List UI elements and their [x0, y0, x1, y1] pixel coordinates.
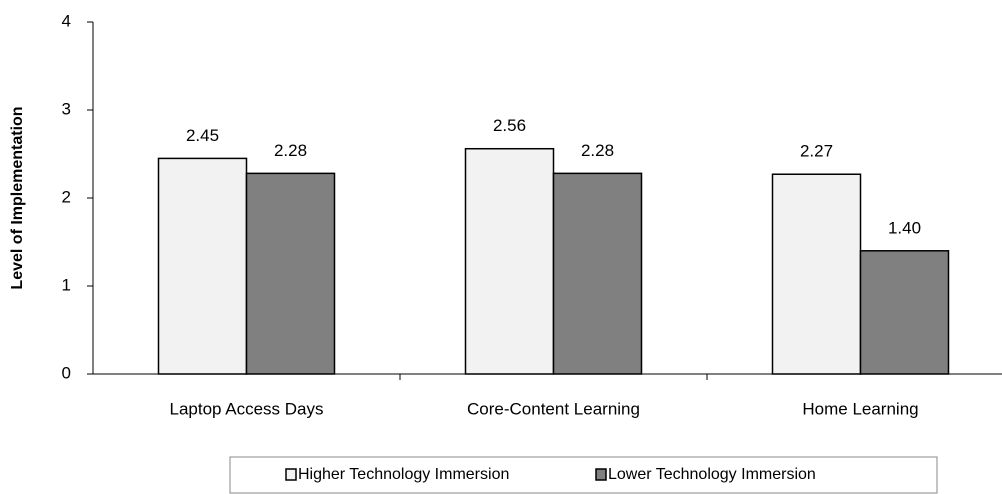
- y-tick-label: 0: [62, 363, 71, 382]
- y-tick-label: 1: [62, 275, 71, 294]
- y-tick-label: 2: [62, 187, 71, 206]
- bar: [464, 147, 555, 375]
- y-tick-label: 3: [62, 99, 71, 118]
- value-label: 2.27: [800, 142, 833, 161]
- bar: [552, 172, 643, 375]
- value-label: 2.28: [274, 141, 307, 160]
- bar: [245, 172, 336, 375]
- y-axis-label: Level of Implementation: [9, 106, 26, 289]
- legend-label: Higher Technology Immersion: [298, 466, 509, 483]
- value-label: 2.45: [186, 126, 219, 145]
- x-tick-label: Home Learning: [802, 399, 918, 418]
- x-tick-label: Core-Content Learning: [467, 399, 640, 418]
- legend-box: [229, 456, 938, 494]
- bar: [157, 157, 248, 375]
- value-label: 2.28: [581, 141, 614, 160]
- legend-swatch: [595, 468, 607, 481]
- bar: [859, 250, 950, 375]
- y-tick-label: 4: [62, 11, 71, 30]
- value-label: 1.40: [888, 218, 921, 237]
- legend-label: Lower Technology Immersion: [608, 466, 816, 483]
- legend-swatch: [285, 468, 297, 481]
- bar: [771, 173, 862, 375]
- x-tick-label: Laptop Access Days: [169, 399, 323, 418]
- value-label: 2.56: [493, 116, 526, 135]
